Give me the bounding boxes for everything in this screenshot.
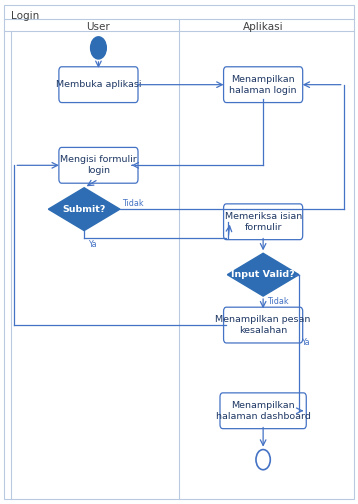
FancyBboxPatch shape: [223, 307, 303, 343]
Text: Ya: Ya: [301, 338, 309, 347]
Text: Tidak: Tidak: [122, 199, 143, 208]
Text: Menampilkan pesan
kesalahan: Menampilkan pesan kesalahan: [216, 315, 311, 335]
Text: Mengisi formulir
login: Mengisi formulir login: [60, 155, 137, 175]
Text: User: User: [87, 22, 110, 32]
Circle shape: [91, 37, 106, 59]
Text: Menampilkan
halaman login: Menampilkan halaman login: [229, 75, 297, 95]
Text: Membuka aplikasi: Membuka aplikasi: [56, 80, 141, 89]
FancyBboxPatch shape: [223, 67, 303, 103]
Polygon shape: [48, 188, 120, 231]
Text: Tidak: Tidak: [267, 297, 288, 305]
Text: Menampilkan
halaman dashboard: Menampilkan halaman dashboard: [216, 401, 311, 421]
Text: Aplikasi: Aplikasi: [243, 22, 284, 32]
FancyBboxPatch shape: [59, 67, 138, 103]
FancyBboxPatch shape: [4, 5, 354, 499]
Text: Login: Login: [11, 11, 39, 21]
Polygon shape: [227, 253, 299, 296]
FancyBboxPatch shape: [59, 148, 138, 183]
FancyBboxPatch shape: [223, 204, 303, 240]
Circle shape: [256, 450, 270, 470]
Text: Ya: Ya: [88, 240, 96, 248]
Text: Input Valid?: Input Valid?: [231, 270, 295, 279]
Text: Submit?: Submit?: [62, 205, 106, 214]
Text: Memeriksa isian
formulir: Memeriksa isian formulir: [224, 212, 302, 232]
FancyBboxPatch shape: [220, 393, 306, 428]
